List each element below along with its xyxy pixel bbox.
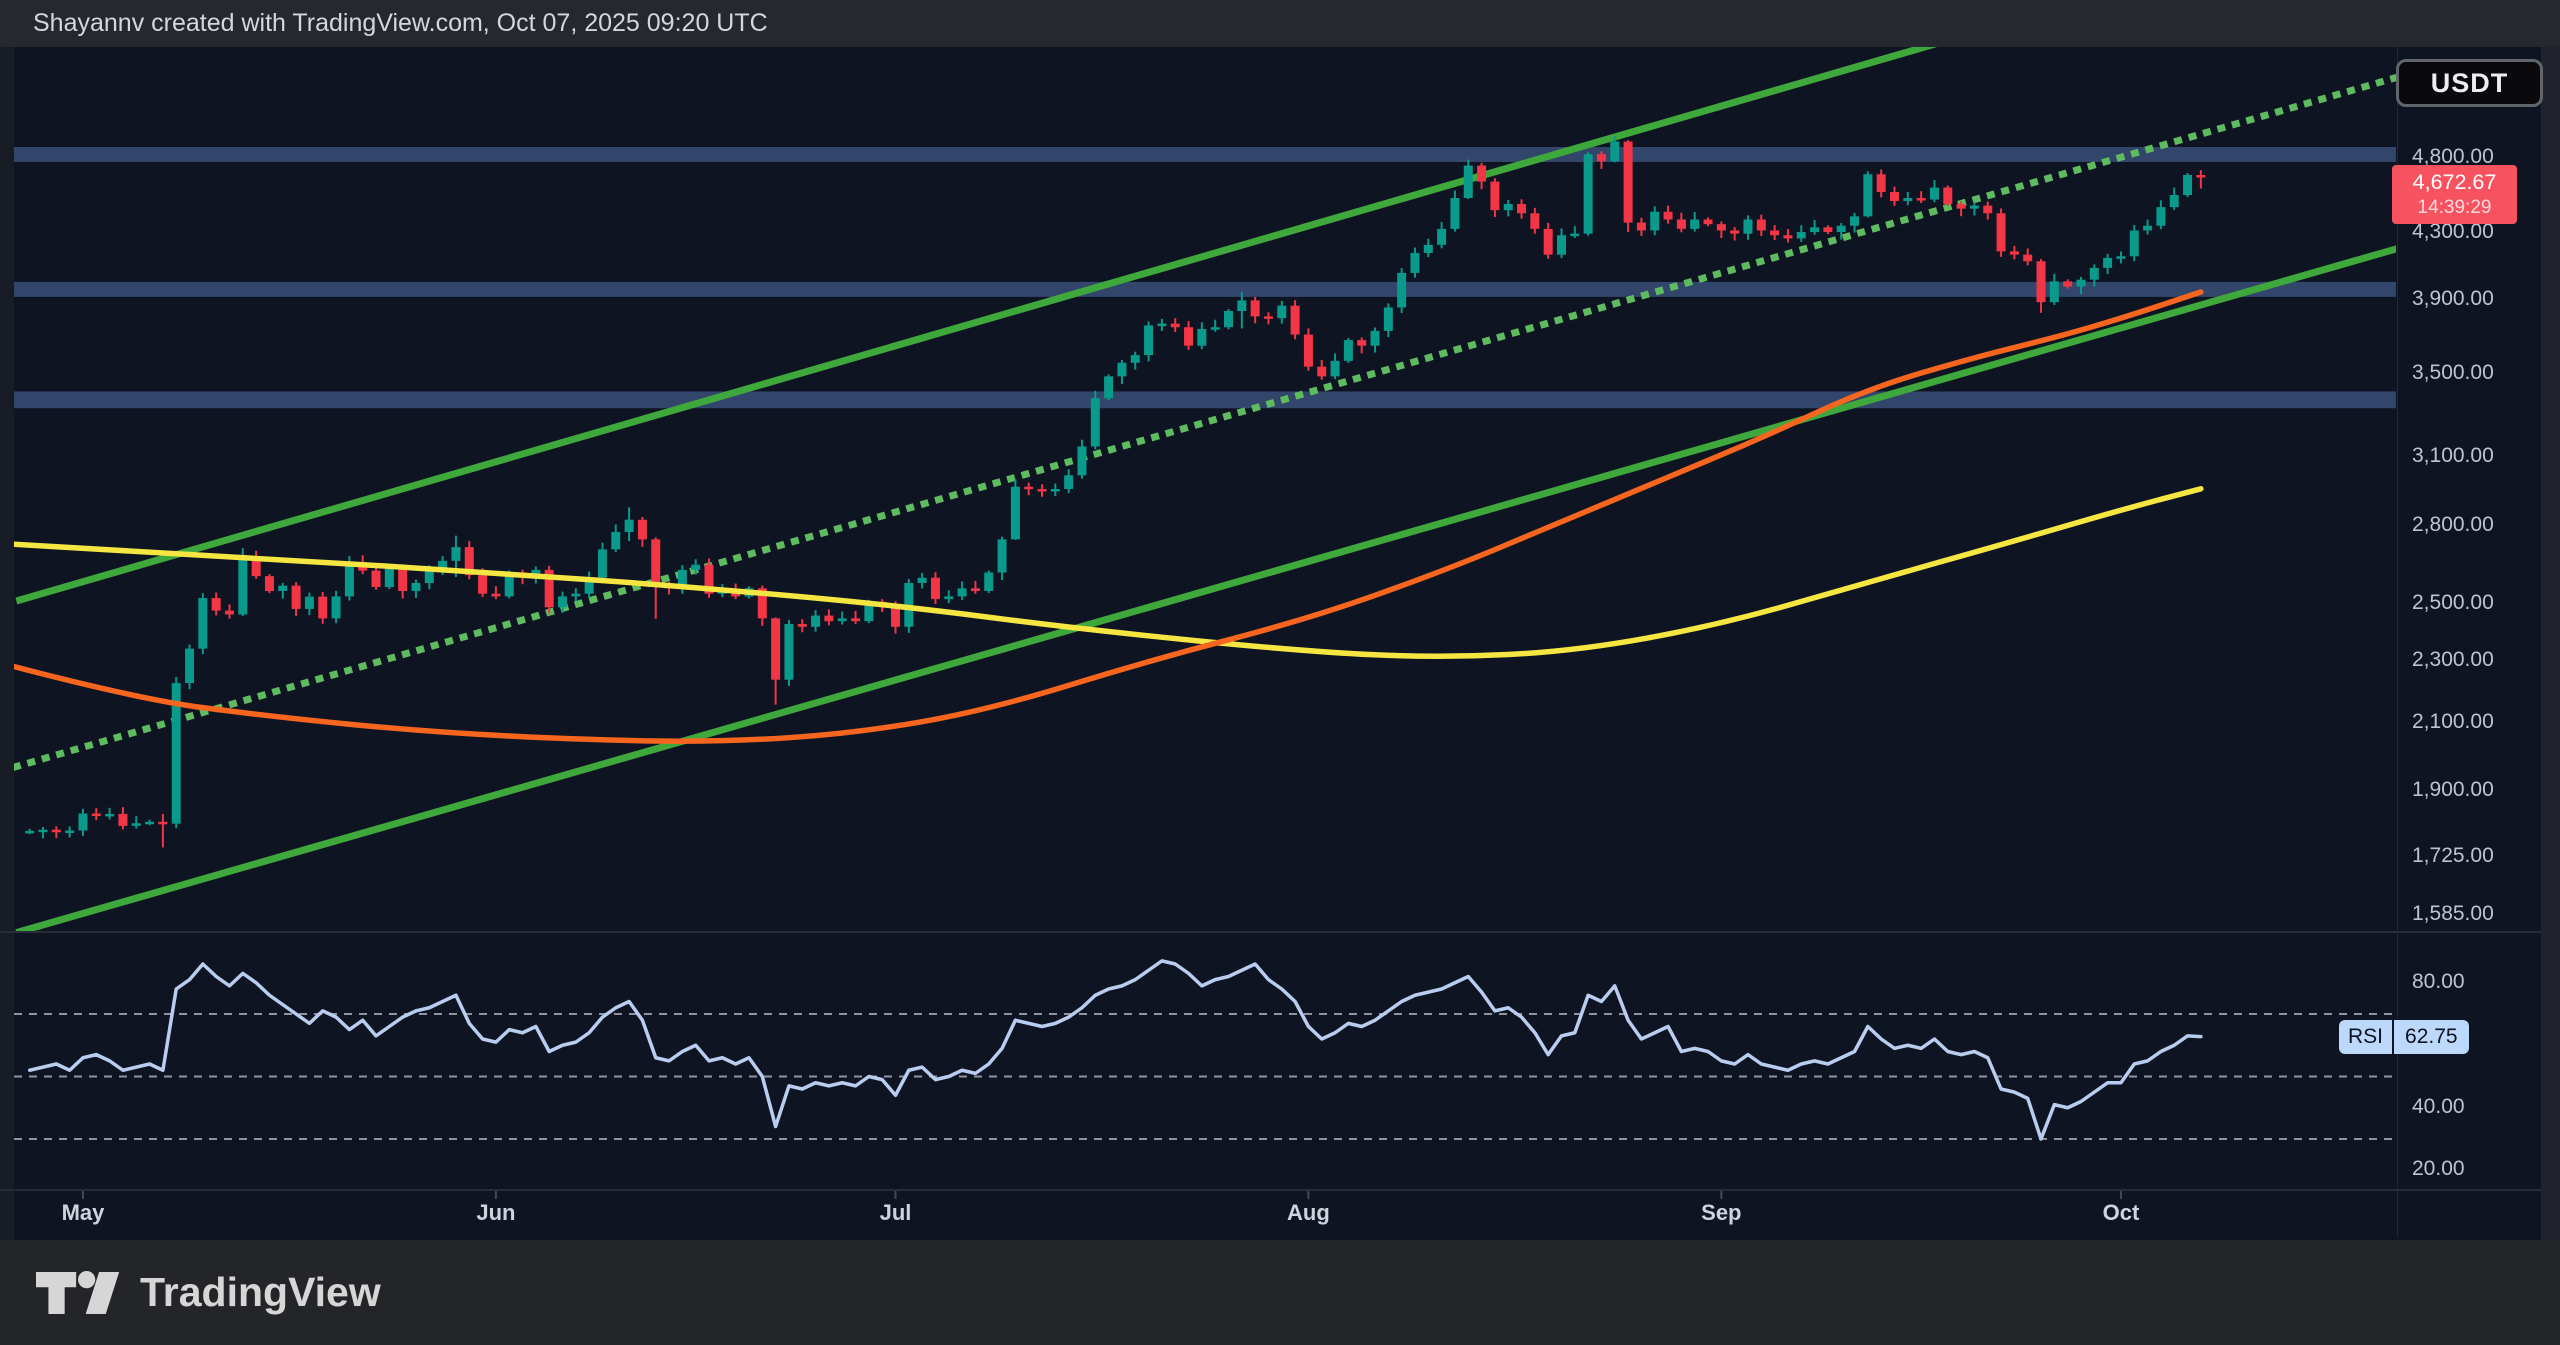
rsi-badge: RSI 62.75 — [2339, 1019, 2469, 1054]
price-axis-label: 2,300.00 — [2412, 647, 2494, 671]
price-axis[interactable]: 4,800.00 4,300.00 3,900.00 3,500.00 3,100.00… — [2398, 0, 2541, 1345]
price-axis-label: 1,585.00 — [2412, 902, 2494, 926]
tradingview-logo-icon — [36, 1270, 120, 1314]
price-axis-label: 3,500.00 — [2412, 360, 2494, 384]
rsi-axis-label: 20.00 — [2412, 1157, 2465, 1181]
right-gutter — [2541, 47, 2560, 1240]
rsi-axis-label: 40.00 — [2412, 1094, 2465, 1118]
rsi-axis-label: 80.00 — [2412, 969, 2465, 993]
current-price-value: 4,672.67 — [2412, 170, 2497, 195]
price-axis-label: 1,900.00 — [2412, 778, 2494, 802]
time-axis-label: Oct — [2102, 1200, 2140, 1225]
symbol-badge-label: USDT — [2430, 67, 2509, 98]
price-axis-label: 2,500.00 — [2412, 590, 2494, 614]
price-axis-separator — [2397, 47, 2398, 1238]
time-axis-label: Jun — [476, 1200, 516, 1225]
countdown-timer: 14:39:29 — [2417, 196, 2492, 218]
time-axis-label: May — [61, 1200, 105, 1225]
rsi-label: RSI — [2339, 1019, 2395, 1054]
time-axis-label: Sep — [1701, 1200, 1742, 1225]
price-axis-label: 4,300.00 — [2412, 220, 2494, 244]
pane-separator[interactable] — [0, 931, 2541, 933]
tradingview-wordmark: TradingView — [140, 1269, 381, 1315]
price-axis-label: 1,725.00 — [2412, 844, 2494, 868]
current-price-badge: 4,672.67 14:39:29 — [2392, 165, 2517, 224]
price-axis-label: 4,800.00 — [2412, 145, 2494, 168]
time-axis[interactable]: May Jun Jul Aug Sep Oct — [0, 1190, 2541, 1238]
rsi-bottom-separator — [0, 1189, 2541, 1191]
price-axis-label: 2,800.00 — [2412, 513, 2494, 537]
price-axis-label: 3,900.00 — [2412, 286, 2494, 310]
symbol-badge: USDT — [2396, 59, 2543, 107]
attribution-text: Shayannv created with TradingView.com, O… — [33, 9, 768, 37]
footer-bar: TradingView — [0, 1240, 2560, 1345]
time-axis-label: Aug — [1287, 1200, 1330, 1225]
rsi-value: 62.75 — [2394, 1019, 2469, 1054]
title-bar: Shayannv created with TradingView.com, O… — [0, 0, 2560, 47]
tradingview-logo[interactable]: TradingView — [36, 1269, 381, 1316]
price-axis-label: 3,100.00 — [2412, 443, 2494, 467]
rsi-axis[interactable]: 80.00 40.00 20.00 — [2398, 0, 2541, 1345]
price-axis-label: 2,100.00 — [2412, 709, 2494, 733]
time-axis-label: Jul — [879, 1200, 912, 1225]
left-gutter — [0, 47, 14, 1240]
